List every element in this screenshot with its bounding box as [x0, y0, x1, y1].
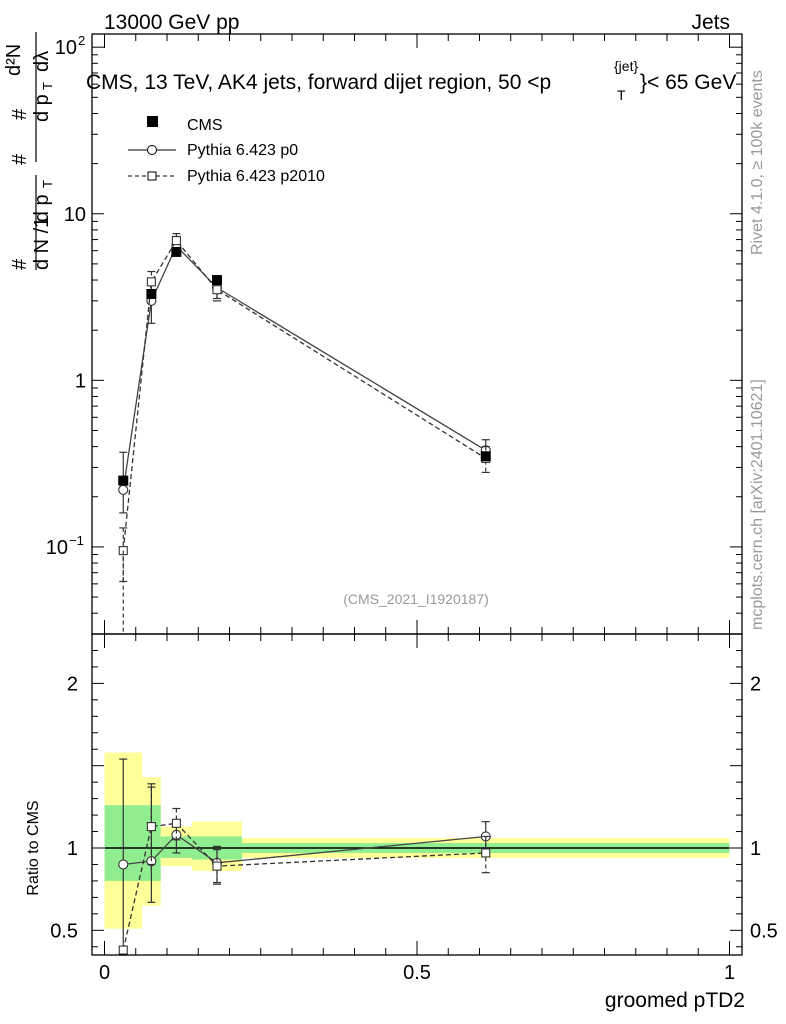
- legend-label-p2010: Pythia 6.423 p2010: [187, 168, 325, 185]
- uncertainty-bands: [104, 752, 730, 929]
- cms-point: [171, 246, 182, 257]
- energy-label: 13000 GeV pp: [104, 11, 239, 34]
- main-ytick-exponent: −1: [69, 533, 84, 548]
- svg-text:T: T: [40, 180, 55, 188]
- main-y-axis-label: # 1 d N / d p T # # d²N d p T dλ: [3, 32, 55, 270]
- ratio-p2010-point: [118, 945, 128, 955]
- cms-point: [212, 275, 222, 286]
- main-panel-marks: [118, 233, 491, 634]
- main-ytick-label: 10: [55, 37, 77, 59]
- ratio-ytick-label-right: 0.5: [750, 920, 778, 942]
- ratio-ytick-label-left: 0.5: [50, 920, 78, 942]
- legend-marker-p0: [147, 145, 157, 155]
- xtick-label: 0.5: [403, 962, 431, 984]
- svg-text:d²N: d²N: [3, 44, 25, 76]
- svg-text:T: T: [40, 82, 55, 90]
- title-subscript: T: [617, 87, 626, 103]
- cms-point: [118, 475, 129, 486]
- legend: CMS Pythia 6.423 p0 Pythia 6.423 p2010: [128, 116, 325, 185]
- ratio-p0-point: [118, 859, 129, 870]
- xtick-label: 0: [99, 962, 110, 984]
- title-prefix: CMS, 13 TeV, AK4 jets, forward dijet reg…: [86, 71, 551, 94]
- p2010-point: [171, 236, 181, 246]
- svg-text:d N / d p: d N / d p: [31, 194, 53, 270]
- p0-line: [122, 244, 487, 490]
- xtick-label: 1: [724, 962, 735, 984]
- p2010-line: [122, 239, 487, 551]
- legend-marker-cms: [147, 116, 158, 127]
- svg-text:dλ: dλ: [31, 51, 53, 72]
- svg-text:#: #: [9, 258, 31, 270]
- svg-text:#: #: [9, 108, 31, 120]
- cms-point: [146, 288, 157, 299]
- main-title: CMS, 13 TeV, AK4 jets, forward dijet reg…: [86, 58, 736, 103]
- title-suffix: }< 65 GeV: [640, 71, 736, 94]
- ratio-p2010-point: [212, 861, 222, 871]
- rivet-label: Rivet 4.1.0, ≥ 100k events: [749, 70, 766, 255]
- svg-text:#: #: [9, 153, 31, 165]
- p0-point: [118, 484, 129, 495]
- main-ytick-label: 1: [75, 370, 86, 392]
- main-ytick-exponent: 2: [78, 33, 85, 48]
- ratio-ytick-label-right: 1: [750, 838, 761, 860]
- svg-text:1: 1: [31, 217, 53, 228]
- ratio-p2010-point: [481, 848, 491, 858]
- ratio-p2010-point: [171, 818, 181, 828]
- ratio-frame: [91, 633, 743, 956]
- ratio-ytick-label-left: 1: [67, 838, 78, 860]
- legend-label-cms: CMS: [187, 117, 223, 134]
- p2010-point: [146, 277, 156, 287]
- p2010-point: [212, 285, 222, 295]
- ratio-ytick-label-right: 2: [750, 673, 761, 695]
- ratio-panel-marks: [118, 758, 491, 956]
- main-ytick-label: 10: [46, 537, 68, 559]
- ratio-ytick-label-left: 2: [67, 673, 78, 695]
- legend-marker-p2010: [147, 171, 157, 181]
- ratio-y-axis-label: Ratio to CMS: [25, 800, 42, 895]
- main-ytick-label: 10: [64, 204, 86, 226]
- cms-point: [480, 451, 491, 462]
- ratio-p2010-line: [122, 822, 486, 951]
- analysis-tag: (CMS_2021_I1920187): [343, 591, 489, 607]
- x-axis-label: groomed pTD2: [605, 989, 745, 1012]
- mcplots-label: mcplots.cern.ch [arXiv:2401.10621]: [749, 379, 766, 630]
- title-superscript: {jet}: [614, 58, 638, 74]
- category-label: Jets: [691, 11, 730, 34]
- svg-text:d p: d p: [31, 94, 53, 122]
- ratio-p0-point: [146, 856, 157, 867]
- legend-label-p0: Pythia 6.423 p0: [187, 142, 298, 159]
- ratio-p2010-point: [146, 822, 156, 832]
